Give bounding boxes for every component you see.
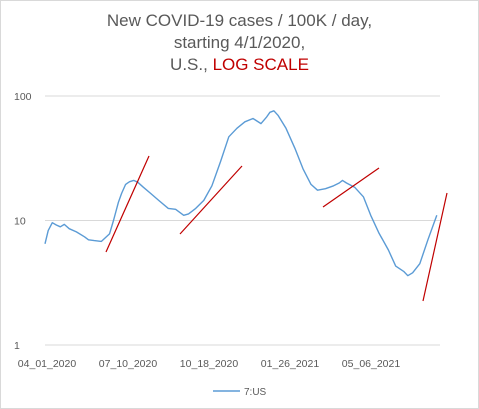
title-line-1: New COVID-19 cases / 100K / day,: [106, 11, 373, 30]
x-tick-label: 10_18_2020: [180, 358, 239, 370]
x-tick-label: 04_01_2020: [18, 358, 77, 370]
legend: 7:US: [213, 387, 267, 398]
x-tick-label: 05_06_2021: [342, 358, 401, 370]
legend-label: 7:US: [244, 387, 267, 398]
trend-lines: [105, 155, 448, 302]
title-log-scale: LOG SCALE: [212, 55, 309, 74]
y-tick-label: 1: [14, 340, 20, 352]
series-line-us: [44, 110, 438, 277]
trend-line-4: [422, 192, 448, 302]
title-line-2: starting 4/1/2020,: [173, 33, 306, 52]
y-tick-label: 10: [14, 216, 26, 228]
title-line-3: U.S., LOG SCALE: [0, 54, 479, 76]
chart-title: New COVID-19 cases / 100K / day, startin…: [0, 10, 479, 76]
trend-line-2: [179, 165, 243, 235]
gridlines: [45, 95, 440, 346]
x-tick-label: 01_26_2021: [261, 358, 320, 370]
y-tick-label: 100: [14, 91, 32, 103]
y-axis-ticks: 100 10 1: [14, 91, 32, 352]
x-tick-label: 07_10_2020: [99, 358, 158, 370]
trend-line-3: [322, 167, 380, 208]
title-line-3-prefix: U.S.,: [170, 55, 213, 74]
x-axis-ticks: 04_01_2020 07_10_2020 10_18_2020 01_26_2021…: [18, 358, 401, 370]
series-layer: [44, 110, 438, 277]
trend-line-1: [105, 155, 150, 253]
